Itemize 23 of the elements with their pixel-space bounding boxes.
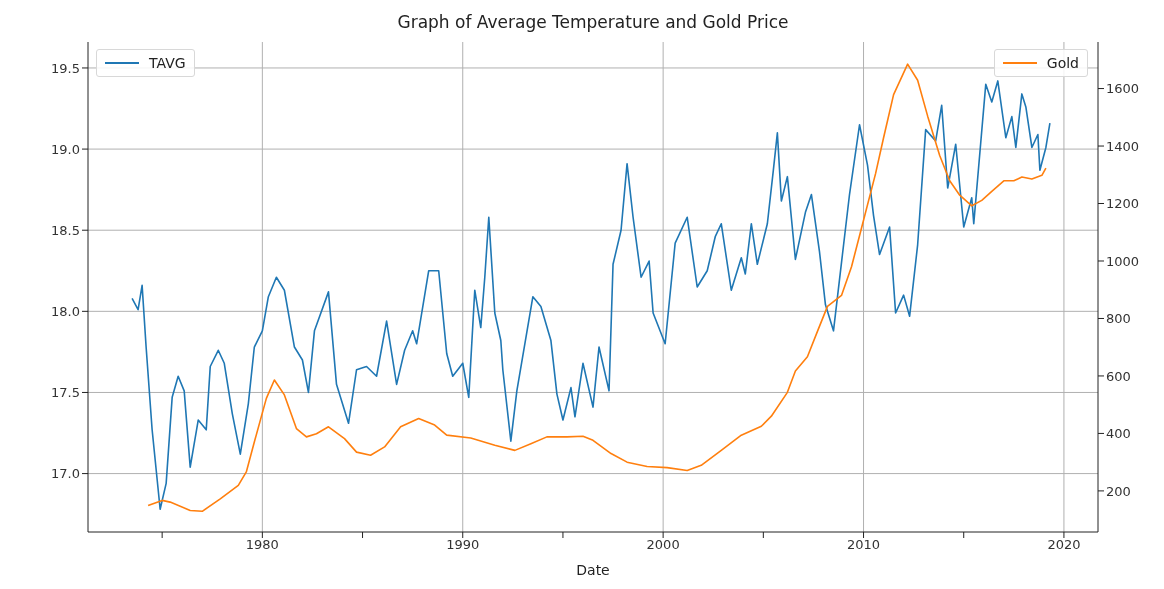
x-axis-title: Date xyxy=(576,562,610,578)
y2-tick-label: 200 xyxy=(1106,483,1131,499)
y2-tick-label: 1200 xyxy=(1106,196,1140,212)
y2-tick-label: 1400 xyxy=(1106,138,1140,154)
y-tick-label: 18.5 xyxy=(51,222,80,238)
y2-tick-label: 1000 xyxy=(1106,253,1140,269)
chart-title: Graph of Average Temperature and Gold Price xyxy=(396,12,790,32)
y-tick-label: 18.0 xyxy=(51,303,80,319)
y-tick-label: 19.5 xyxy=(51,60,80,76)
y2-tick-label: 400 xyxy=(1106,426,1131,442)
x-tick-label: 2010 xyxy=(846,537,881,553)
y2-tick-label: 1600 xyxy=(1106,81,1140,97)
y2-tick-label: 800 xyxy=(1106,311,1131,327)
x-tick-label: 2020 xyxy=(1047,537,1081,553)
x-tick-label: 1980 xyxy=(245,537,279,553)
y-tick-label: 17.0 xyxy=(51,466,80,482)
legend-label: Gold xyxy=(1046,55,1079,71)
legend-label: TAVG xyxy=(149,55,186,71)
x-tick-label: 2000 xyxy=(646,537,680,553)
y-tick-label: 19.0 xyxy=(51,141,80,157)
y-tick-label: 17.5 xyxy=(51,385,80,401)
y2-tick-label: 600 xyxy=(1106,368,1131,384)
x-tick-label: 1990 xyxy=(446,537,480,553)
